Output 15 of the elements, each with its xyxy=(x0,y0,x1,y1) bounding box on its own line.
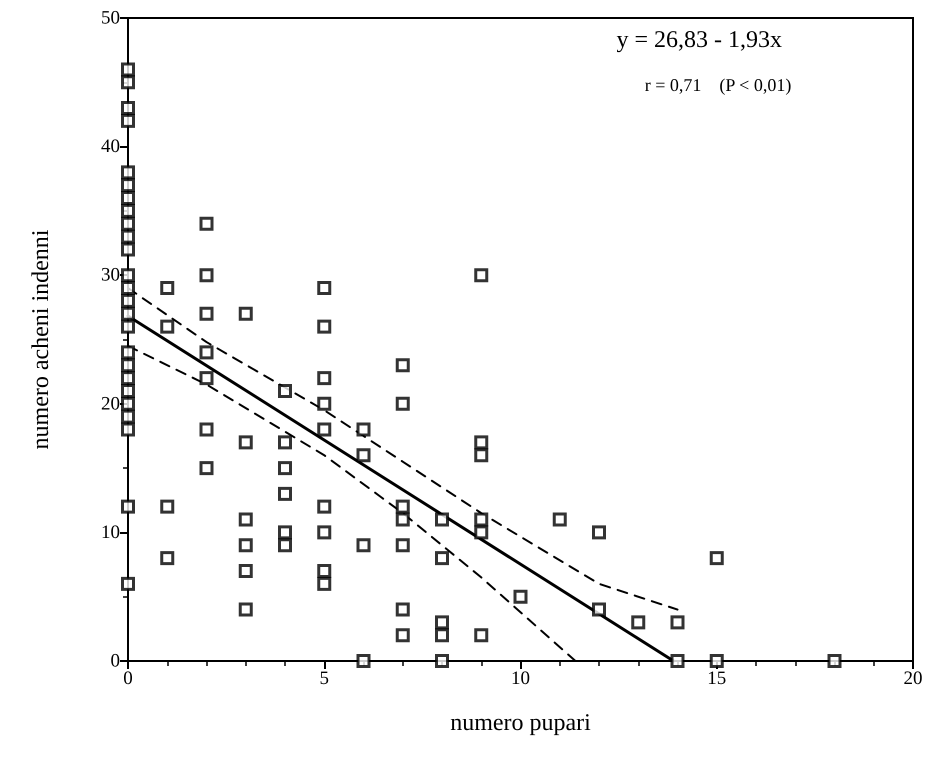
x-tick-label: 0 xyxy=(123,668,133,689)
x-tick-label: 5 xyxy=(320,668,329,689)
y-axis-title: numero acheni indenni xyxy=(28,229,54,450)
x-tick-label: 20 xyxy=(904,668,922,689)
y-tick-label: 50 xyxy=(101,8,120,28)
x-tick-label: 15 xyxy=(707,668,726,689)
x-tick-label: 10 xyxy=(511,668,530,689)
annotation: y = 26,83 - 1,93x xyxy=(616,27,782,53)
y-tick-label: 30 xyxy=(101,264,120,286)
y-tick-label: 0 xyxy=(110,650,120,672)
annotation: r = 0,71 (P < 0,01) xyxy=(644,75,792,95)
x-axis-title: numero pupari xyxy=(450,710,592,736)
y-tick-label: 10 xyxy=(101,522,120,543)
y-tick-label: 40 xyxy=(101,136,120,158)
y-tick-label: 20 xyxy=(101,393,120,414)
